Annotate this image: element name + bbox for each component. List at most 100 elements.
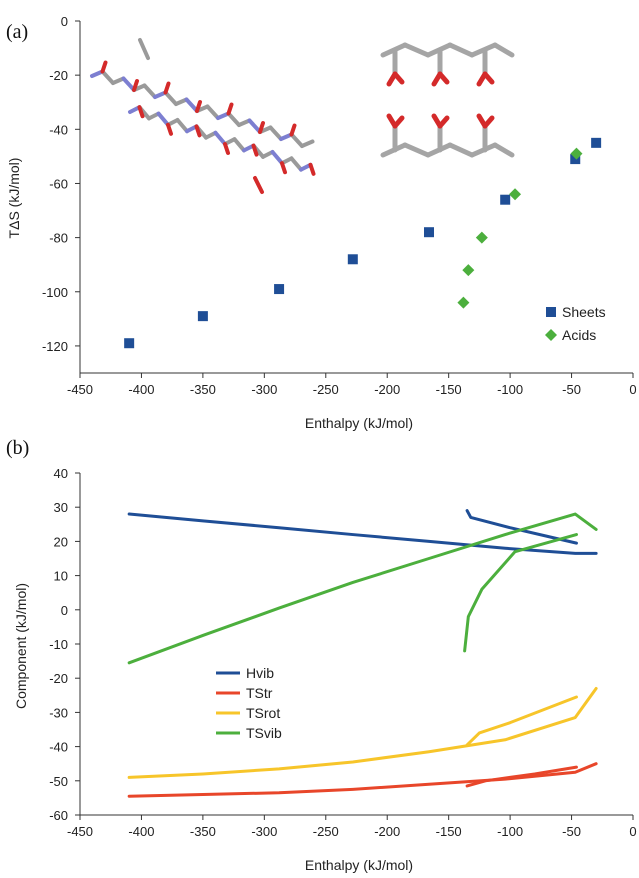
oxygen-bond (166, 122, 173, 136)
bond (492, 42, 515, 58)
panel-b-y-tick-label: 30 (54, 500, 68, 515)
line-tsrot (465, 695, 578, 747)
panel-b-x-tick-label: -100 (497, 824, 523, 839)
bond (270, 150, 284, 166)
point-sheets (570, 154, 581, 165)
legend-label-tstr: TStr (246, 685, 273, 701)
panel-a-y-tick-label: 0 (61, 14, 68, 29)
oxygen-bond (308, 162, 316, 176)
panel-a-y-tick-label: -60 (49, 176, 68, 191)
point-sheets (347, 254, 358, 265)
bond (402, 142, 431, 158)
bond (492, 142, 515, 158)
oxygen-bond (280, 161, 287, 175)
acid-chain-molecule-image (380, 42, 515, 158)
bond (300, 139, 315, 148)
beta-sheet-molecule-image (90, 38, 316, 194)
oxygen-bond (223, 142, 230, 155)
panel-a-y-tick-label: -100 (42, 285, 68, 300)
panel-b-x-tick-label: -300 (251, 824, 277, 839)
panel-b-y-tick-label: -10 (49, 637, 68, 652)
legend-label-tsvib: TSvib (246, 725, 282, 741)
oxygen-bond (289, 123, 297, 137)
panel-a-y-tick-label: -80 (49, 231, 68, 246)
bond (289, 156, 303, 172)
panel-b-y-tick-label: -20 (49, 671, 68, 686)
oxygen-bond (482, 115, 495, 129)
panel-b-x-tick-label: -250 (313, 824, 339, 839)
bond (175, 118, 189, 134)
panel-a-label: (a) (6, 21, 28, 43)
panel-a-x-tick-label: -250 (313, 382, 339, 397)
oxygen-bond (253, 176, 264, 194)
point-sheets (274, 284, 285, 295)
oxygen-bond (437, 71, 450, 85)
point-sheets (124, 338, 135, 349)
point-acids (457, 296, 470, 309)
panel-b-lines (127, 509, 598, 798)
line-hvib (127, 512, 598, 555)
point-sheets (591, 137, 602, 148)
panel-b-legend: Hvib TStr TSrot TSvib (216, 665, 282, 741)
bond (121, 76, 136, 92)
legend-marker-acids (545, 329, 557, 341)
panel-b-label: (b) (6, 437, 29, 459)
bond (156, 111, 170, 127)
point-sheets (424, 227, 435, 238)
bond (213, 130, 227, 146)
panel-a-legend: Sheets Acids (545, 304, 606, 343)
legend-label-tsrot: TSrot (246, 705, 280, 721)
line-tstr (465, 765, 578, 788)
panel-a-x-tick-label: -100 (497, 382, 523, 397)
point-acids (475, 231, 488, 244)
bond (289, 132, 304, 148)
oxygen-bond (258, 121, 265, 134)
panel-a-x-tick-label: -50 (562, 382, 581, 397)
panel-a-y-tick-label: -40 (49, 122, 68, 137)
panel-b-x-tick-label: -450 (67, 824, 93, 839)
panel-b-x-tick-label: -400 (128, 824, 154, 839)
panel-b-y-tick-label: 0 (61, 603, 68, 618)
oxygen-bond (251, 143, 259, 157)
panel-b-y-axis-label: Component (kJ/mol) (13, 583, 29, 709)
legend-marker-sheets (546, 307, 556, 317)
panel-b-x-axis-label: Enthalpy (kJ/mol) (305, 857, 413, 873)
point-sheets (197, 311, 208, 322)
panel-a-y-axis-label: TΔS (kJ/mol) (6, 158, 22, 239)
panel-a-x-tick-label: -350 (190, 382, 216, 397)
panel-b-x-tick-label: 0 (629, 824, 636, 839)
panel-b-axes: -450 -400 -350 -300 -250 -200 -150 -100 -50 04030… (49, 466, 636, 839)
bond (100, 69, 115, 85)
panel-b-y-tick-label: -30 (49, 705, 68, 720)
panel-b-y-tick-label: 10 (54, 569, 68, 584)
point-acids (570, 147, 583, 160)
oxygen-bond (392, 71, 405, 85)
line-tstr (127, 762, 598, 798)
oxygen-bond (482, 71, 495, 85)
oxygen-bond (100, 60, 108, 74)
bond (163, 90, 178, 106)
panel-a-x-tick-label: -200 (374, 382, 400, 397)
bond (447, 42, 475, 58)
panel-b-x-tick-label: -50 (562, 824, 581, 839)
panel-b-x-tick-label: -350 (190, 824, 216, 839)
bond (138, 38, 150, 60)
bond (447, 142, 475, 158)
panel-b-x-tick-label: -200 (374, 824, 400, 839)
bond (142, 83, 157, 99)
panel-b-y-tick-label: -50 (49, 774, 68, 789)
panel-a: (a) -450 -400 -350 -300 -250 -200 -150 -100 -50 0… (6, 14, 637, 431)
oxygen-bond (195, 100, 202, 113)
bond (268, 125, 283, 141)
legend-label-hvib: Hvib (246, 665, 274, 681)
oxygen-bond (194, 124, 202, 138)
panel-a-x-tick-label: 0 (629, 382, 636, 397)
oxygen-bond (132, 79, 139, 92)
bond (226, 111, 241, 127)
line-tsvib (127, 512, 598, 665)
oxygen-bond (226, 102, 234, 116)
bond (184, 97, 199, 113)
bond (247, 118, 262, 134)
panel-b-y-tick-label: 20 (54, 534, 68, 549)
